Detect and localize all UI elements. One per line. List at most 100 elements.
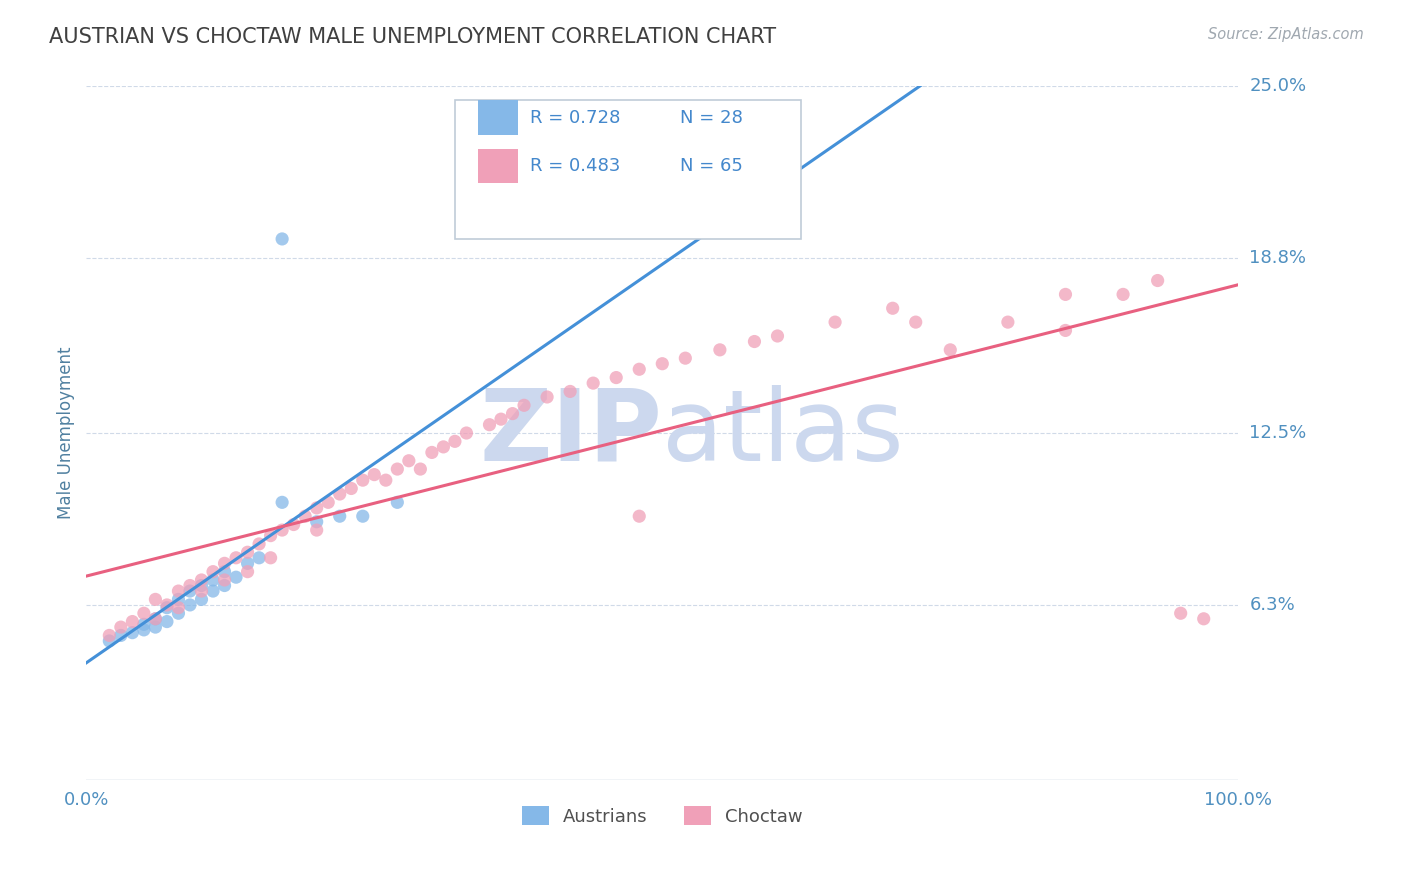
Point [121, 615, 143, 629]
Point [1146, 273, 1168, 287]
Point [214, 557, 236, 571]
Text: 18.8%: 18.8% [1250, 250, 1306, 268]
Point [997, 315, 1019, 329]
Point [167, 584, 190, 599]
Point [214, 573, 236, 587]
Point [202, 573, 225, 587]
Point [202, 565, 225, 579]
Point [145, 620, 167, 634]
Point [502, 407, 524, 421]
Point [444, 434, 467, 449]
Point [247, 550, 270, 565]
Point [329, 487, 352, 501]
Point [121, 625, 143, 640]
Point [1192, 612, 1215, 626]
Point [190, 573, 212, 587]
FancyBboxPatch shape [478, 149, 519, 184]
Point [271, 495, 294, 509]
Point [882, 301, 904, 316]
Point [939, 343, 962, 357]
Point [387, 462, 409, 476]
Point [271, 232, 294, 246]
Point [824, 315, 846, 329]
Point [98, 634, 121, 648]
Point [628, 362, 651, 376]
Point [145, 612, 167, 626]
Point [1112, 287, 1135, 301]
Point [582, 376, 605, 391]
Text: R = 0.483: R = 0.483 [530, 157, 620, 175]
Point [236, 557, 259, 571]
Point [247, 537, 270, 551]
Point [132, 623, 155, 637]
Point [259, 528, 281, 542]
Point [305, 523, 328, 537]
Point [329, 509, 352, 524]
Point [456, 425, 478, 440]
Point [432, 440, 454, 454]
Point [202, 584, 225, 599]
Point [110, 620, 132, 634]
Point [236, 565, 259, 579]
Point [156, 615, 179, 629]
Point [1054, 323, 1077, 337]
Point [1170, 607, 1192, 621]
Point [225, 550, 247, 565]
Point [904, 315, 927, 329]
Point [651, 357, 673, 371]
Point [744, 334, 766, 349]
Point [387, 495, 409, 509]
Point [352, 509, 374, 524]
Text: AUSTRIAN VS CHOCTAW MALE UNEMPLOYMENT CORRELATION CHART: AUSTRIAN VS CHOCTAW MALE UNEMPLOYMENT CO… [49, 27, 776, 46]
Point [145, 592, 167, 607]
Point [190, 578, 212, 592]
Point [214, 578, 236, 592]
Point [294, 509, 316, 524]
Point [271, 523, 294, 537]
Text: R = 0.728: R = 0.728 [530, 109, 620, 127]
Point [305, 500, 328, 515]
Point [132, 617, 155, 632]
Point [190, 592, 212, 607]
Point [190, 584, 212, 599]
Point [478, 417, 501, 432]
Point [673, 351, 696, 366]
Point [340, 482, 363, 496]
Point [374, 473, 396, 487]
Point [536, 390, 558, 404]
Point [167, 607, 190, 621]
Text: 12.5%: 12.5% [1250, 424, 1306, 442]
Point [558, 384, 581, 399]
Point [766, 329, 789, 343]
Point [236, 545, 259, 559]
Text: ZIP: ZIP [479, 384, 662, 482]
Point [513, 398, 536, 412]
Point [179, 598, 201, 612]
Text: 6.3%: 6.3% [1250, 596, 1295, 614]
Point [628, 509, 651, 524]
Text: N = 65: N = 65 [679, 157, 742, 175]
Point [489, 412, 512, 426]
FancyBboxPatch shape [456, 100, 800, 239]
Point [259, 550, 281, 565]
Text: N = 28: N = 28 [679, 109, 742, 127]
FancyBboxPatch shape [478, 100, 519, 135]
Text: 25.0%: 25.0% [1250, 78, 1306, 95]
Point [179, 584, 201, 599]
Point [316, 495, 339, 509]
Point [156, 600, 179, 615]
Point [214, 565, 236, 579]
Point [167, 592, 190, 607]
Point [110, 628, 132, 642]
Point [98, 628, 121, 642]
Point [709, 343, 731, 357]
Point [352, 473, 374, 487]
Point [605, 370, 627, 384]
Text: atlas: atlas [662, 384, 904, 482]
Point [420, 445, 443, 459]
Point [145, 612, 167, 626]
Point [283, 517, 305, 532]
Point [167, 600, 190, 615]
Point [225, 570, 247, 584]
Text: Source: ZipAtlas.com: Source: ZipAtlas.com [1208, 27, 1364, 42]
